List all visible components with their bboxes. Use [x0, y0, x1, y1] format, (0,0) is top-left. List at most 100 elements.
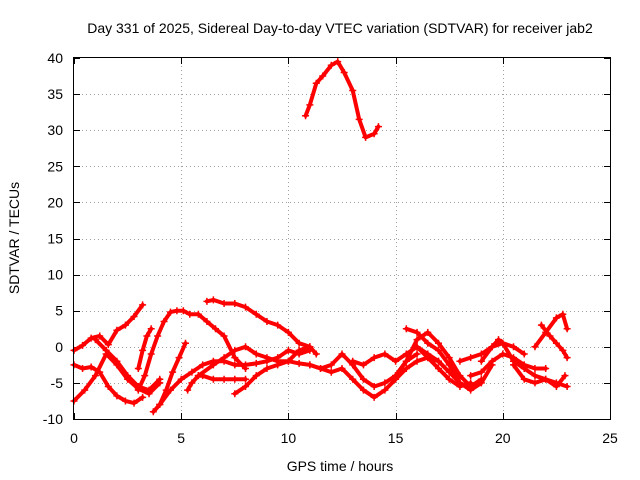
data-point — [242, 303, 250, 311]
data-point — [87, 363, 95, 371]
y-tick-label: 40 — [47, 50, 63, 66]
data-point — [306, 101, 314, 109]
data-point — [359, 375, 367, 383]
data-point — [546, 332, 554, 340]
data-point — [434, 357, 442, 365]
data-point — [413, 336, 421, 344]
data-series — [70, 58, 571, 416]
data-point — [147, 350, 155, 358]
data-point — [370, 130, 378, 138]
data-point — [220, 354, 228, 362]
data-point — [166, 386, 174, 394]
data-point — [349, 86, 357, 94]
data-point — [203, 297, 211, 305]
data-point — [220, 332, 228, 340]
data-point — [231, 354, 239, 362]
series-arc-16 — [349, 343, 464, 387]
data-point — [220, 299, 228, 307]
data-point — [295, 346, 303, 354]
data-point — [91, 336, 99, 344]
data-point — [252, 372, 260, 380]
y-tick-label: 0 — [55, 339, 63, 355]
data-point — [477, 357, 485, 365]
data-point — [402, 325, 410, 333]
data-point — [312, 350, 320, 358]
data-point — [79, 364, 87, 372]
data-point — [156, 401, 164, 409]
y-tick-label: 30 — [47, 122, 63, 138]
data-point — [477, 350, 485, 358]
series-arc-4 — [91, 336, 164, 394]
data-point — [467, 379, 475, 387]
data-point — [130, 399, 138, 407]
data-point — [370, 354, 378, 362]
data-point — [349, 375, 357, 383]
data-point — [413, 328, 421, 336]
data-point — [199, 361, 207, 369]
data-point — [145, 386, 153, 394]
series-arc-5 — [134, 307, 250, 394]
data-point — [402, 364, 410, 372]
data-point — [531, 364, 539, 372]
data-point — [209, 375, 217, 383]
data-point — [334, 58, 342, 66]
data-point — [456, 357, 464, 365]
data-point — [499, 339, 507, 347]
data-point — [434, 364, 442, 372]
series-arc-6 — [134, 325, 155, 372]
data-point — [370, 383, 378, 391]
data-point — [499, 350, 507, 358]
data-point — [231, 390, 239, 398]
data-point — [194, 372, 202, 380]
series-line — [136, 326, 154, 371]
data-point — [156, 375, 164, 383]
chart-title: Day 331 of 2025, Sidereal Day-to-day VTE… — [87, 20, 593, 36]
data-point — [194, 310, 202, 318]
data-point — [402, 357, 410, 365]
data-point — [231, 375, 239, 383]
data-point — [327, 361, 335, 369]
data-point — [209, 296, 217, 304]
data-point — [231, 346, 239, 354]
data-point — [312, 79, 320, 87]
data-point — [284, 346, 292, 354]
data-point — [559, 346, 567, 354]
data-point — [113, 357, 121, 365]
data-point — [542, 375, 550, 383]
data-point — [141, 372, 149, 380]
data-point — [355, 115, 363, 123]
data-point — [306, 361, 314, 369]
data-point — [252, 359, 260, 367]
data-point — [413, 350, 421, 358]
data-point — [139, 301, 147, 309]
series-arc-23 — [510, 361, 569, 391]
data-point — [143, 332, 151, 340]
data-point — [87, 334, 95, 342]
data-point — [124, 372, 132, 380]
data-point — [212, 325, 220, 333]
y-tick-label: -5 — [51, 375, 64, 391]
data-point — [242, 361, 250, 369]
data-point — [434, 339, 442, 347]
data-point — [147, 325, 155, 333]
data-point — [173, 307, 181, 315]
data-point — [510, 343, 518, 351]
data-point — [160, 318, 168, 326]
data-point — [495, 336, 503, 344]
data-point — [531, 372, 539, 380]
data-point — [392, 372, 400, 380]
y-tick-label: 25 — [47, 158, 63, 174]
series-line — [204, 297, 319, 356]
data-point — [531, 379, 539, 387]
data-point — [559, 310, 567, 318]
y-axis-label: SDTVAR / TECUs — [6, 182, 22, 294]
data-point — [467, 372, 475, 380]
data-point — [184, 386, 192, 394]
y-tick-label: 5 — [55, 303, 63, 319]
data-point — [327, 368, 335, 376]
data-point — [434, 346, 442, 354]
x-tick-label: 25 — [602, 430, 618, 446]
data-point — [274, 361, 282, 369]
data-point — [477, 368, 485, 376]
data-point — [563, 354, 571, 362]
